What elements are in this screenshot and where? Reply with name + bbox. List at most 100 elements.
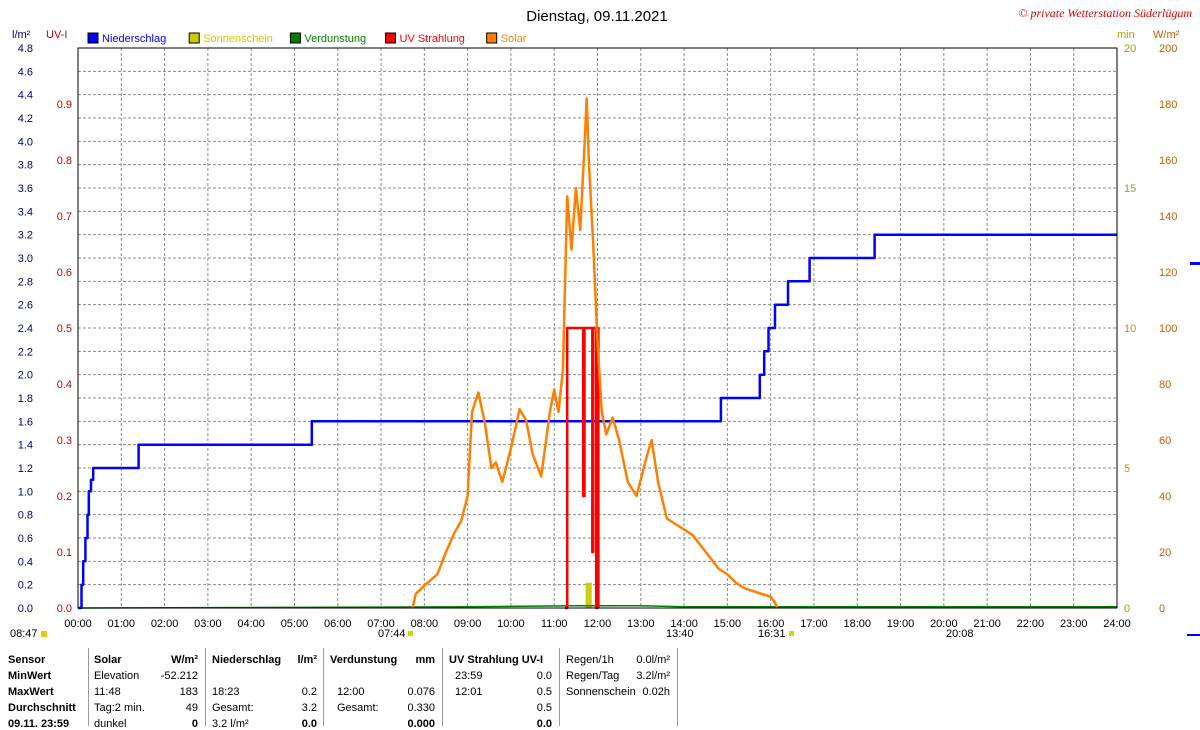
stats-header-verdunstung: Verdunstung <box>330 654 398 666</box>
x-tick-label: 15:00 <box>714 618 742 630</box>
y-tick-label-niederschlag: 0.6 <box>18 533 33 545</box>
x-tick-label: 02:00 <box>151 618 179 630</box>
stats-extra-value: 0.02h <box>642 686 670 698</box>
stats-extra-value: 3.2l/m² <box>636 670 670 682</box>
blue-side-marker <box>1190 262 1200 265</box>
chart-legend: Niederschlag Sonnenschein Verdunstung UV St… <box>87 32 527 45</box>
y-tick-label-sonnenschein: 10 <box>1124 323 1136 335</box>
y-tick-label-niederschlag: 0.0 <box>18 603 33 615</box>
y-tick-label-niederschlag: 2.8 <box>18 276 33 288</box>
y-tick-label-solar: 60 <box>1159 435 1171 447</box>
y-tick-label-uv: 0.6 <box>57 267 72 279</box>
legend-label: Niederschlag <box>102 33 166 45</box>
x-tick-label: 10:00 <box>497 618 525 630</box>
weather-chart: Dienstag, 09.11.2021 © private Wettersta… <box>10 6 1200 640</box>
stats-niederschlag-value: 0.2 <box>301 686 317 698</box>
y-tick-label-uv: 0.1 <box>57 547 72 559</box>
time-marker-moon: 20:08 <box>946 628 974 640</box>
y-tick-label-niederschlag: 4.2 <box>18 113 33 125</box>
y-tick-label-niederschlag: 2.0 <box>18 370 33 382</box>
x-tick-label: 04:00 <box>237 618 265 630</box>
stats-uv-time: 23:59 <box>455 670 483 682</box>
stats-solar-value: 49 <box>185 702 198 714</box>
y-tick-label-niederschlag: 2.6 <box>18 300 33 312</box>
stats-uv-time: 12:01 <box>455 686 483 698</box>
x-tick-label: 17:00 <box>800 618 828 630</box>
x-tick-label: 09:00 <box>454 618 482 630</box>
x-tick-label: 07:00 <box>367 618 395 630</box>
stats-uv-value: 0.0 <box>536 670 552 682</box>
y-tick-label-uv: 0.7 <box>57 211 72 223</box>
y-tick-label-uv: 0.0 <box>57 603 72 615</box>
y-tick-label-sonnenschein: 20 <box>1124 43 1136 55</box>
x-tick-label: 11:00 <box>541 618 568 630</box>
time-markers: 08:47 07:44 13:40 16:31 20:08 <box>10 262 1200 640</box>
stats-separator <box>323 648 324 726</box>
sonnenschein-bar <box>588 582 592 608</box>
stats-verdunstung-value: 0.076 <box>407 686 435 698</box>
legend-label: UV Strahlung <box>400 33 465 45</box>
stats-niederschlag-value: 3.2 <box>301 702 317 714</box>
stats-solar-value: 0 <box>191 718 198 730</box>
stats-separator <box>88 648 89 726</box>
x-tick-label: 21:00 <box>973 618 1001 630</box>
unit-left-outer: l/m² <box>12 29 31 41</box>
stats-solar-time: Elevation <box>94 670 140 682</box>
x-tick-label: 08:00 <box>411 618 439 630</box>
x-tick-label: 16:00 <box>757 618 785 630</box>
legend-swatch <box>385 32 396 44</box>
stats-table: Sensor Solar W/m² Niederschlag l/m² Verdunstu… <box>0 648 1200 730</box>
y-tick-label-solar: 40 <box>1159 491 1171 503</box>
y-tick-label-uv: 0.5 <box>57 323 72 335</box>
stats-row-label: MaxWert <box>8 686 54 698</box>
stats-separator <box>205 648 206 726</box>
x-tick-label: 22:00 <box>1017 618 1045 630</box>
stats-niederschlag-time: Gesamt: <box>212 702 254 714</box>
legend-label: Verdunstung <box>304 33 366 45</box>
y-tick-label-niederschlag: 1.8 <box>18 393 33 405</box>
stats-separator <box>559 648 560 726</box>
y-tick-label-uv: 0.9 <box>57 99 72 111</box>
stats-niederschlag-time: 3.2 l/m² <box>212 718 249 730</box>
y-axes: 0.0 0.2 0.4 0.6 0.8 1.0 1.2 1.4 1.6 1.8 2.0 2.2 2.4 2… <box>18 43 1178 615</box>
time-marker-sunrise: 07:44 <box>378 628 406 640</box>
y-tick-label-niederschlag: 1.0 <box>18 486 33 498</box>
y-tick-label-niederschlag: 3.2 <box>18 230 33 242</box>
stats-header-niederschlag: Niederschlag <box>212 654 282 666</box>
x-tick-label: 23:00 <box>1060 618 1088 630</box>
stats-uv-value: 0.0 <box>536 718 552 730</box>
x-tick-label: 24:00 <box>1103 618 1131 630</box>
stats-verdunstung-time: Gesamt: <box>337 702 379 714</box>
stats-separator <box>442 648 443 726</box>
x-tick-label: 00:00 <box>64 618 92 630</box>
blue-edge-marker <box>1187 634 1200 636</box>
stats-solar-value: -52.212 <box>160 670 198 682</box>
stats-solar-time: Tag:2 min. <box>94 702 145 714</box>
stats-solar-time: dunkel <box>94 718 127 730</box>
y-tick-label-niederschlag: 4.4 <box>18 90 33 102</box>
y-tick-label-niederschlag: 3.0 <box>18 253 33 265</box>
y-tick-label-solar: 180 <box>1159 99 1177 111</box>
stats-uv-value: 0.5 <box>536 702 552 714</box>
y-tick-label-sonnenschein: 0 <box>1124 603 1130 615</box>
series-line-solar <box>411 97 779 609</box>
y-tick-label-niederschlag: 4.8 <box>18 43 33 55</box>
stats-row-label: 09.11. 23:59 <box>8 718 70 730</box>
legend-swatch <box>486 32 498 44</box>
x-tick-label: 01:00 <box>108 618 136 630</box>
y-tick-label-solar: 140 <box>1159 211 1177 223</box>
x-tick-label: 18:00 <box>843 618 871 630</box>
y-tick-label-niederschlag: 0.8 <box>18 510 33 522</box>
stats-header-sensor: Sensor <box>8 654 46 666</box>
stats-verdunstung-time: 12:00 <box>337 686 365 698</box>
stats-verdunstung-value: 0.000 <box>407 718 435 730</box>
series-line-niederschlag <box>78 233 1117 610</box>
y-tick-label-niederschlag: 4.0 <box>18 136 33 148</box>
stats-header-niederschlag-unit: l/m² <box>297 654 317 666</box>
y-tick-label-niederschlag: 3.4 <box>18 206 33 218</box>
stats-niederschlag-time: 18:23 <box>212 686 240 698</box>
y-tick-label-niederschlag: 1.4 <box>18 440 33 452</box>
y-tick-label-solar: 160 <box>1159 155 1177 167</box>
y-tick-label-sonnenschein: 15 <box>1124 183 1136 195</box>
copyright-label: © private Wetterstation Süderlügum <box>1018 6 1192 20</box>
